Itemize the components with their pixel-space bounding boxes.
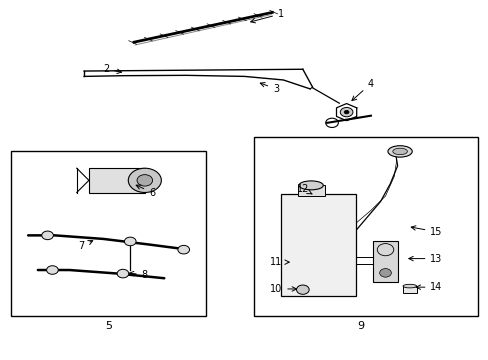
Text: 14: 14 xyxy=(415,282,442,292)
Bar xyxy=(297,185,324,196)
Circle shape xyxy=(344,111,348,114)
Text: 15: 15 xyxy=(410,226,442,237)
Circle shape xyxy=(117,269,128,278)
Circle shape xyxy=(124,237,136,246)
Circle shape xyxy=(137,175,152,186)
Ellipse shape xyxy=(298,181,323,190)
Bar xyxy=(281,194,356,296)
Text: 2: 2 xyxy=(102,64,122,74)
Bar xyxy=(402,286,416,293)
Text: 12: 12 xyxy=(296,184,311,194)
Text: 6: 6 xyxy=(136,185,155,198)
Ellipse shape xyxy=(402,284,416,288)
Text: 5: 5 xyxy=(104,321,112,332)
Circle shape xyxy=(46,266,58,274)
Bar xyxy=(254,137,477,316)
Text: 8: 8 xyxy=(129,270,147,280)
Text: 4: 4 xyxy=(351,78,373,100)
Ellipse shape xyxy=(387,146,411,157)
Circle shape xyxy=(178,246,189,254)
Text: 13: 13 xyxy=(408,253,442,264)
Circle shape xyxy=(379,269,390,277)
Circle shape xyxy=(340,108,352,117)
Text: 3: 3 xyxy=(260,82,279,94)
Circle shape xyxy=(41,231,53,240)
Bar xyxy=(372,241,397,282)
Bar xyxy=(11,152,205,316)
Text: 11: 11 xyxy=(269,257,289,267)
Text: 10: 10 xyxy=(269,284,296,294)
Ellipse shape xyxy=(392,148,407,155)
Circle shape xyxy=(128,168,161,193)
Text: 7: 7 xyxy=(79,240,93,251)
Bar xyxy=(89,168,144,193)
Text: 1: 1 xyxy=(250,9,284,23)
Circle shape xyxy=(296,285,308,294)
Text: 9: 9 xyxy=(357,321,364,332)
